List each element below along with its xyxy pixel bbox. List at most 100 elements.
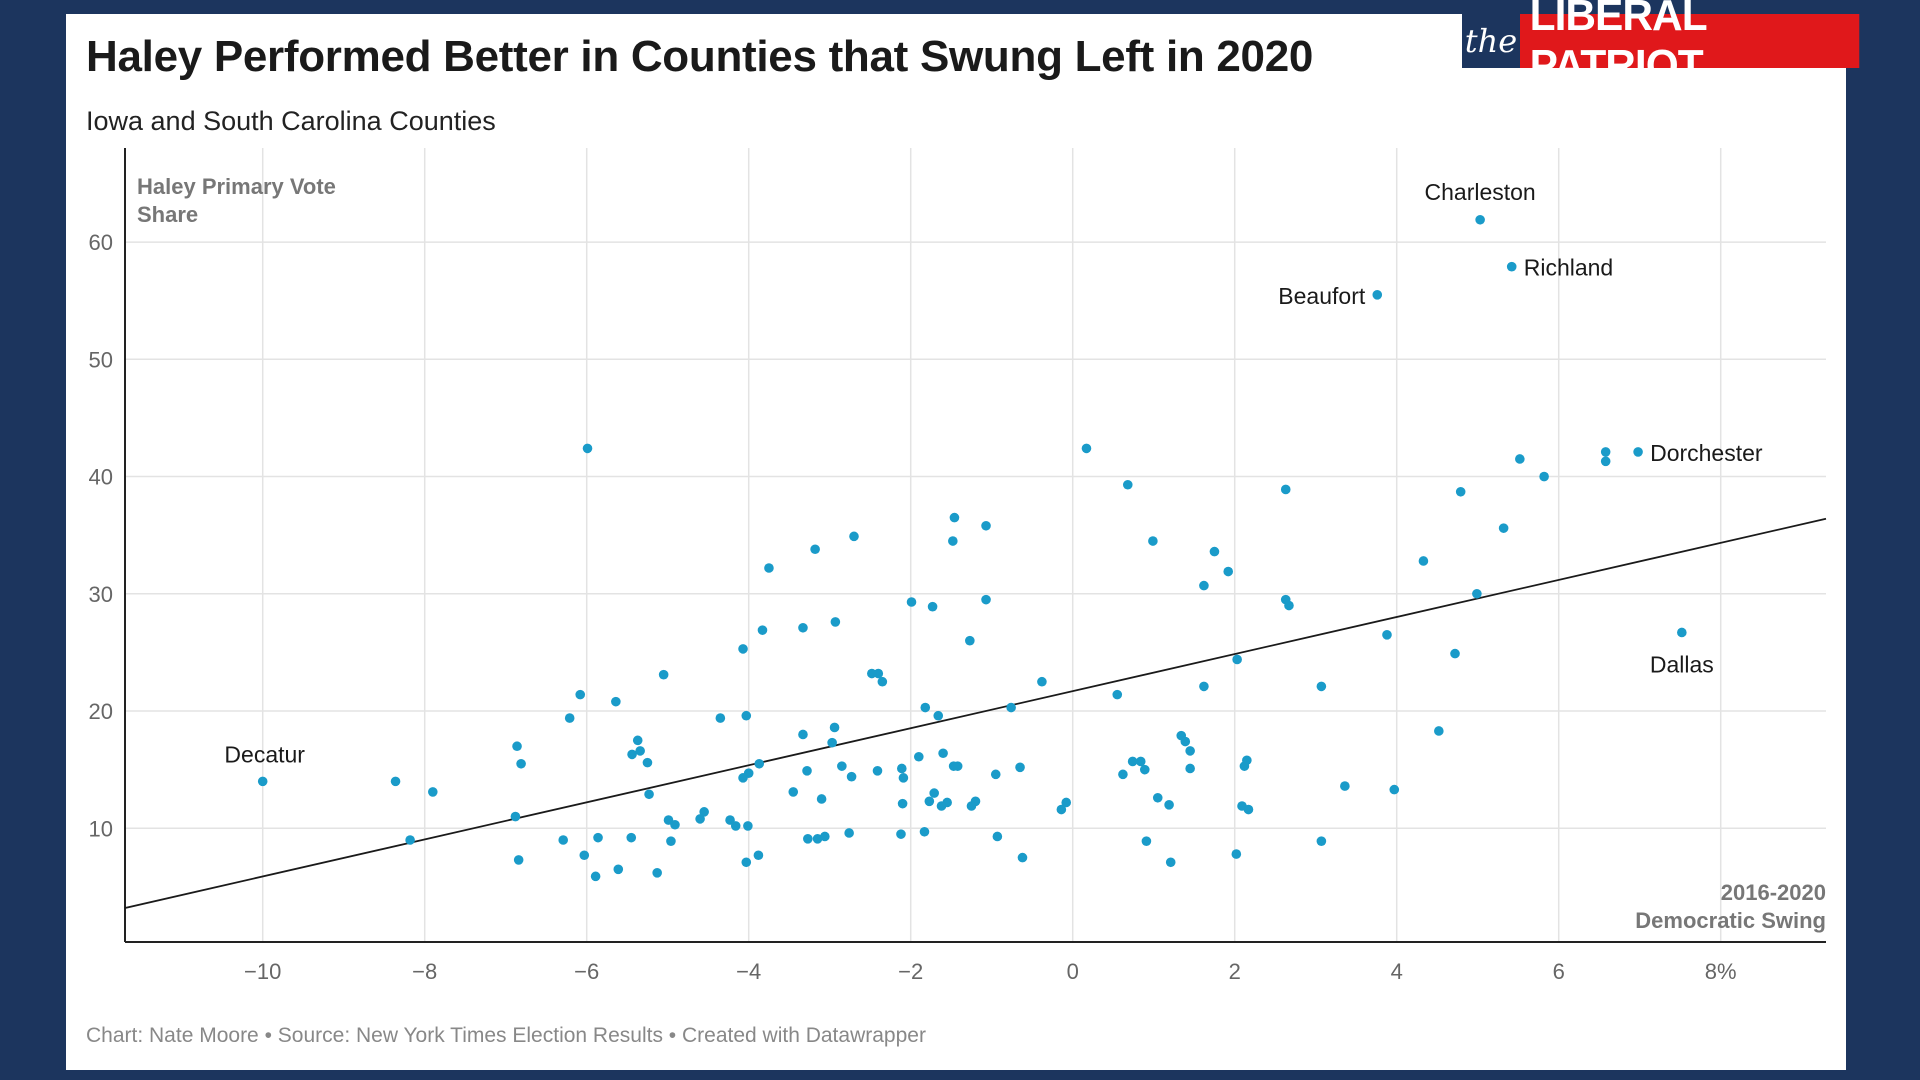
- data-point: [590, 871, 601, 882]
- data-point: [798, 622, 808, 633]
- data-point: [1472, 588, 1482, 599]
- footer-credit: Chart: Nate Moore: [86, 1024, 259, 1047]
- data-point: [1232, 654, 1242, 665]
- data-point: [1475, 214, 1485, 225]
- data-point: [803, 834, 813, 844]
- data-point: [896, 829, 906, 839]
- data-point: [658, 669, 669, 680]
- county-label: Beaufort: [1278, 283, 1366, 309]
- data-point: [1280, 484, 1291, 495]
- x-tick-labels: −10 −8 −6 −4 −2 0 2 4 6 8%: [244, 959, 1737, 984]
- data-point: [992, 831, 1003, 842]
- data-point: [666, 836, 676, 846]
- data-point: [699, 807, 709, 817]
- data-point: [837, 761, 847, 771]
- county-label: Charleston: [1425, 179, 1536, 205]
- data-point: [663, 815, 674, 825]
- data-point: [512, 741, 522, 752]
- data-point: [257, 776, 268, 787]
- data-point: [1633, 447, 1643, 457]
- data-point: [1135, 756, 1146, 767]
- data-point: [1148, 536, 1158, 546]
- data-point: [798, 729, 808, 740]
- data-point: [695, 814, 705, 824]
- data-point: [1017, 852, 1028, 863]
- data-point: [1455, 486, 1466, 497]
- data-point: [914, 751, 924, 762]
- data-point: [1434, 726, 1444, 736]
- chart-footer: Chart: Nate Moore • Source: New York Tim…: [86, 1024, 926, 1048]
- x-tick-label: −4: [736, 959, 761, 984]
- data-point: [1418, 556, 1429, 566]
- y-tick-label: 20: [89, 699, 113, 724]
- data-point: [810, 544, 820, 555]
- data-point: [924, 796, 935, 807]
- data-point: [981, 594, 991, 605]
- data-point: [846, 771, 857, 782]
- data-point: [1231, 849, 1242, 859]
- data-point: [938, 748, 948, 759]
- logo-the: the: [1462, 14, 1520, 68]
- data-point: [757, 625, 768, 635]
- y-axis-title-line-1: Haley Primary Vote: [137, 174, 336, 199]
- data-point: [1316, 681, 1327, 692]
- data-point: [513, 855, 524, 865]
- trend-line: [124, 517, 1827, 909]
- data-point: [896, 763, 907, 774]
- data-point: [981, 520, 991, 531]
- data-point: [738, 773, 748, 783]
- data-point: [564, 713, 575, 723]
- x-tick-label: −6: [574, 959, 599, 984]
- data-point: [948, 536, 958, 546]
- data-point: [1185, 746, 1195, 756]
- x-tick-label: 6: [1553, 959, 1565, 984]
- data-point: [627, 749, 637, 760]
- data-point: [1185, 763, 1195, 774]
- data-point: [1118, 769, 1128, 780]
- data-point: [820, 831, 830, 842]
- data-point: [948, 761, 959, 771]
- data-point: [965, 635, 975, 646]
- data-point: [1600, 447, 1611, 457]
- data-point: [1382, 630, 1392, 640]
- x-tick-label: −10: [244, 959, 281, 984]
- y-tick-label: 50: [89, 347, 113, 372]
- data-point: [844, 828, 854, 838]
- county-label: Dorchester: [1650, 440, 1763, 466]
- data-point: [1199, 580, 1209, 591]
- chart-card: Haley Performed Better in Counties that …: [66, 0, 1860, 1070]
- data-point: [1112, 689, 1123, 700]
- y-tick-label: 60: [89, 230, 113, 255]
- x-tick-label: 8%: [1705, 959, 1737, 984]
- data-point: [897, 798, 908, 809]
- y-tick-labels: 10 20 30 40 50 60: [89, 230, 113, 841]
- data-point: [652, 868, 662, 878]
- data-point: [927, 601, 938, 612]
- data-point: [1081, 443, 1092, 454]
- x-tick-label: 2: [1229, 959, 1241, 984]
- y-tick-label: 10: [89, 816, 113, 841]
- data-point: [849, 531, 859, 542]
- y-tick-label: 30: [89, 582, 113, 607]
- data-point: [613, 864, 624, 875]
- county-label: Dallas: [1650, 651, 1714, 677]
- y-tick-label: 40: [89, 465, 113, 490]
- data-point: [575, 689, 586, 700]
- scatter-chart: 10 20 30 40 50 60 −10 −8 −6 −4 −2 0 2 4 6 8% Charlesto…: [89, 148, 1827, 984]
- data-point: [741, 857, 752, 868]
- data-point: [1061, 797, 1072, 808]
- data-point: [990, 769, 1001, 780]
- data-point: [1600, 456, 1611, 467]
- data-point: [1209, 546, 1220, 557]
- data-point: [1164, 800, 1174, 810]
- data-point: [933, 710, 944, 721]
- data-point: [1677, 627, 1687, 638]
- liberal-patriot-logo: the LIBERAL PATRIOT: [1462, 0, 1872, 90]
- footer-separator: •: [258, 1024, 278, 1047]
- data-point: [898, 773, 909, 783]
- data-points: [257, 214, 1687, 882]
- data-point: [738, 644, 748, 654]
- data-point: [966, 801, 977, 811]
- data-point: [1056, 804, 1067, 815]
- data-point: [1180, 736, 1191, 747]
